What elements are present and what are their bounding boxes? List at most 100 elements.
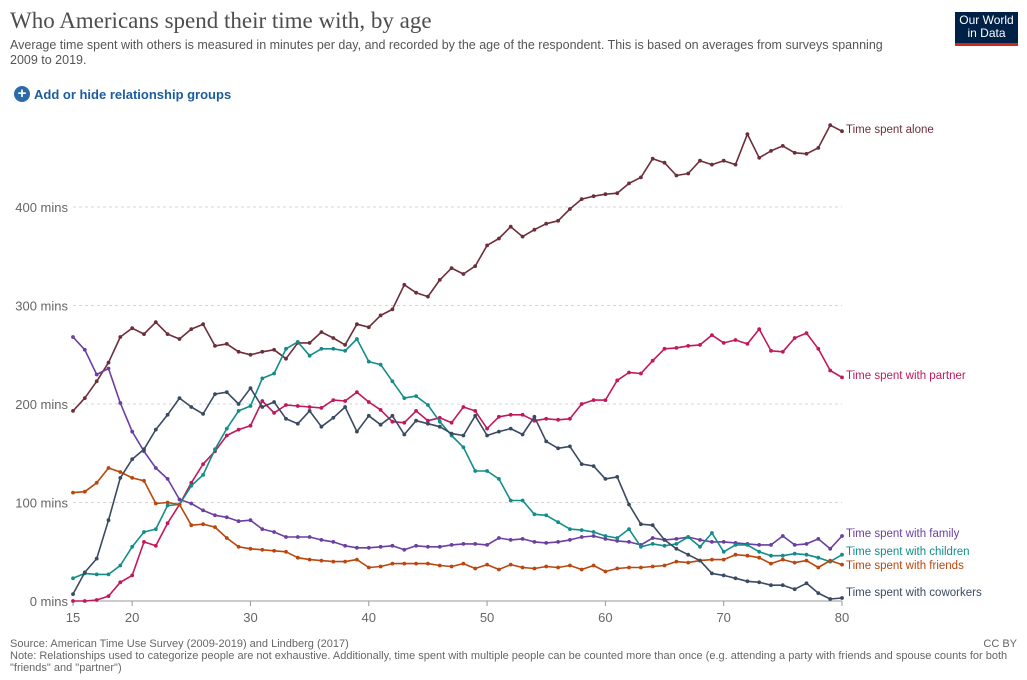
data-point — [402, 432, 407, 437]
series-label-time-spent-with-coworkers[interactable]: Time spent with coworkers — [846, 587, 982, 599]
data-point — [236, 519, 241, 524]
data-point — [414, 543, 418, 548]
data-point — [236, 409, 241, 413]
data-point — [426, 403, 430, 407]
data-point — [71, 490, 75, 495]
data-point — [177, 396, 182, 400]
data-point — [662, 538, 667, 542]
data-point — [769, 561, 773, 566]
data-point — [757, 543, 762, 547]
series-time-spent-alone[interactable] — [71, 123, 844, 413]
data-point — [591, 464, 596, 468]
add-hide-groups-button[interactable]: + Add or hide relationship groups — [14, 86, 231, 102]
data-point — [804, 552, 809, 557]
data-point — [118, 470, 123, 474]
data-point — [461, 405, 466, 409]
data-point — [402, 547, 407, 552]
data-point — [591, 534, 596, 538]
data-point — [272, 530, 276, 534]
data-point — [544, 564, 549, 569]
series-time-spent-with-friends[interactable] — [71, 466, 844, 574]
x-tick-label: 30 — [243, 610, 257, 625]
data-point — [485, 243, 489, 248]
x-tick-label: 40 — [362, 610, 376, 625]
data-point — [71, 409, 75, 413]
data-point — [556, 565, 560, 570]
data-point — [556, 446, 560, 451]
data-point — [343, 348, 347, 353]
series-time-spent-with-children[interactable] — [71, 337, 844, 581]
data-point — [650, 564, 655, 569]
data-point — [520, 537, 525, 541]
series-labels: Time spent alone Time spent with partner T… — [846, 124, 982, 599]
data-point — [343, 405, 347, 409]
data-point — [579, 567, 584, 572]
data-point — [426, 544, 430, 549]
data-point — [402, 282, 407, 287]
data-point — [224, 536, 229, 540]
license-link[interactable]: CC BY — [983, 638, 1017, 650]
data-point — [319, 406, 324, 410]
data-point — [106, 518, 111, 523]
data-point — [591, 194, 596, 199]
data-point — [402, 396, 407, 400]
data-point — [828, 546, 833, 551]
series-time-spent-with-coworkers[interactable] — [71, 386, 844, 601]
data-point — [94, 572, 99, 577]
data-point — [698, 558, 702, 563]
data-point — [426, 418, 430, 423]
series-label-time-spent-with-children[interactable]: Time spent with children — [846, 546, 970, 558]
series-time-spent-with-family[interactable] — [71, 335, 844, 552]
series-label-time-spent-alone[interactable]: Time spent alone — [846, 124, 934, 136]
data-point — [272, 548, 276, 553]
data-point — [686, 552, 691, 557]
data-point — [579, 535, 584, 539]
data-point — [544, 221, 549, 226]
data-point — [650, 536, 655, 540]
series-time-spent-with-partner[interactable] — [71, 327, 844, 603]
data-point — [71, 335, 75, 339]
data-point — [639, 175, 643, 180]
data-point — [828, 597, 833, 601]
data-point — [248, 423, 253, 428]
data-point — [497, 477, 501, 481]
data-point — [295, 535, 300, 539]
data-point — [840, 552, 844, 557]
data-point — [213, 447, 217, 452]
series-line — [72, 336, 843, 551]
data-point — [142, 478, 146, 483]
data-point — [674, 173, 679, 178]
data-point — [662, 543, 667, 548]
data-point — [343, 399, 347, 403]
data-point — [201, 473, 206, 477]
data-point — [284, 549, 288, 554]
data-point — [130, 544, 135, 549]
data-point — [236, 544, 241, 549]
data-point — [224, 426, 229, 431]
owid-logo[interactable]: Our World in Data — [955, 12, 1018, 46]
data-point — [757, 580, 762, 585]
data-point — [674, 546, 679, 551]
data-point — [343, 543, 347, 548]
y-tick-label: 100 mins — [15, 496, 68, 511]
series-line — [72, 124, 843, 412]
data-point — [473, 409, 478, 413]
data-point — [106, 466, 111, 470]
data-point — [627, 181, 631, 186]
data-point — [165, 503, 170, 508]
data-point — [627, 502, 631, 507]
data-point — [201, 508, 206, 513]
data-point — [792, 150, 797, 155]
data-point — [295, 404, 300, 408]
data-point — [473, 264, 478, 268]
data-point — [532, 512, 537, 517]
data-point — [319, 558, 324, 563]
data-point — [639, 565, 643, 570]
data-point — [780, 553, 785, 558]
series-label-time-spent-with-family[interactable]: Time spent with family — [846, 528, 960, 540]
data-point — [780, 583, 785, 588]
series-label-time-spent-with-friends[interactable]: Time spent with friends — [846, 560, 964, 572]
data-point — [82, 396, 87, 400]
series-label-time-spent-with-partner[interactable]: Time spent with partner — [846, 370, 966, 382]
data-point — [142, 447, 146, 452]
